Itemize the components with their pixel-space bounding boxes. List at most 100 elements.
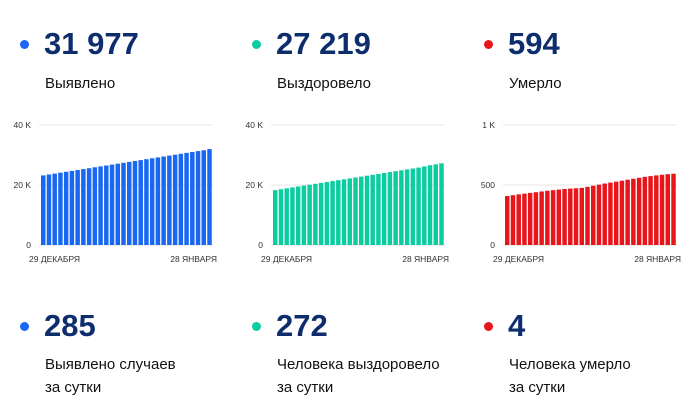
y-tick-label: 40 K xyxy=(14,120,32,130)
recovered-bar xyxy=(364,175,370,245)
recovered-bar xyxy=(273,190,278,245)
chart-recovered: 0 20 K 40 K 29 ДЕКАБРЯ 28 ЯНВАРЯ xyxy=(240,115,455,270)
recovered-bar xyxy=(341,179,347,245)
recovered-bar xyxy=(347,178,352,245)
deaths-daily-label-line2: за сутки xyxy=(509,379,566,396)
detected-daily-value: 285 xyxy=(44,308,96,343)
detected-bar xyxy=(109,164,115,245)
deaths-bar xyxy=(545,190,550,245)
recovered-bar xyxy=(416,167,421,245)
stat-deaths-daily: 4 Человека умерло за сутки xyxy=(482,308,700,412)
recovered-bar xyxy=(295,186,301,245)
deaths-bar xyxy=(619,180,625,245)
deaths-bar xyxy=(596,184,602,245)
deaths-bar xyxy=(648,176,653,245)
recovered-bar xyxy=(313,183,318,245)
recovered-bar xyxy=(381,173,387,245)
deaths-bar xyxy=(625,179,630,245)
deaths-bar xyxy=(613,181,619,245)
recovered-bar xyxy=(427,165,433,245)
detected-bar xyxy=(75,170,80,245)
detected-total-value: 31 977 xyxy=(44,26,139,61)
recovered-bar xyxy=(370,174,375,245)
y-tick-label: 20 K xyxy=(246,180,264,190)
x-end-label: 28 ЯНВАРЯ xyxy=(634,254,681,264)
deaths-daily-value: 4 xyxy=(508,308,526,343)
recovered-total-value: 27 219 xyxy=(276,26,371,61)
deaths-bar xyxy=(539,191,544,245)
deaths-bar xyxy=(527,192,533,245)
chart-detected-svg: 0 20 K 40 K 29 ДЕКАБРЯ 28 ЯНВАРЯ xyxy=(14,120,218,264)
chart-deaths: 0 500 1 K 29 ДЕКАБРЯ 28 ЯНВАРЯ xyxy=(472,115,687,270)
detected-daily-label-line2: за сутки xyxy=(45,379,102,396)
recovered-bar xyxy=(376,173,381,245)
deaths-bar xyxy=(516,194,521,245)
recovered-bar xyxy=(353,177,358,245)
stat-deaths-total: 594 Умерло xyxy=(482,28,700,98)
recovered-bar xyxy=(410,168,416,245)
recovered-bar xyxy=(330,181,335,245)
detected-bar xyxy=(155,157,161,245)
recovered-bar xyxy=(290,187,295,245)
recovered-bar xyxy=(422,166,427,245)
recovered-bar xyxy=(399,170,404,245)
detected-bar xyxy=(52,173,57,245)
detected-bar xyxy=(184,152,189,245)
detected-bar xyxy=(86,168,92,245)
x-end-label: 28 ЯНВАРЯ xyxy=(402,254,449,264)
detected-bar xyxy=(144,159,149,245)
deaths-bar xyxy=(654,175,659,245)
deaths-bar xyxy=(533,192,539,245)
deaths-dot-icon xyxy=(484,40,493,49)
deaths-total-label: Умерло xyxy=(509,75,562,92)
stat-recovered-total: 27 219 Выздоровело xyxy=(250,28,480,98)
detected-bar xyxy=(149,158,155,245)
y-tick-label: 40 K xyxy=(246,120,264,130)
deaths-bar xyxy=(522,193,527,245)
recovered-bar xyxy=(318,182,324,245)
x-start-label: 29 ДЕКАБРЯ xyxy=(261,254,312,264)
deaths-daily-dot-icon xyxy=(484,322,493,331)
detected-bar xyxy=(98,166,103,245)
stat-detected-daily: 285 Выявлено случаев за сутки xyxy=(18,308,248,412)
detected-bar xyxy=(92,167,98,245)
detected-bar xyxy=(201,150,206,245)
chart-detected: 0 20 K 40 K 29 ДЕКАБРЯ 28 ЯНВАРЯ xyxy=(8,115,223,270)
recovered-bar xyxy=(278,189,284,245)
recovered-daily-label-line1: Человека выздоровело xyxy=(277,356,440,373)
detected-bar xyxy=(127,161,132,245)
y-tick-label: 0 xyxy=(26,240,31,250)
chart-recovered-svg: 0 20 K 40 K 29 ДЕКАБРЯ 28 ЯНВАРЯ xyxy=(246,120,450,264)
recovered-bar xyxy=(393,171,398,245)
recovered-bar xyxy=(387,172,393,245)
detected-bar xyxy=(121,162,126,245)
y-tick-label: 500 xyxy=(481,180,495,190)
recovered-dot-icon xyxy=(252,40,261,49)
detected-bar xyxy=(81,169,86,245)
x-end-label: 28 ЯНВАРЯ xyxy=(170,254,217,264)
deaths-bar xyxy=(562,188,567,245)
detected-bar xyxy=(132,161,138,245)
recovered-bar xyxy=(439,163,444,245)
x-start-label: 29 ДЕКАБРЯ xyxy=(29,254,80,264)
deaths-bar xyxy=(550,190,556,245)
deaths-bar xyxy=(591,185,596,245)
recovered-bar xyxy=(404,169,410,245)
recovered-daily-dot-icon xyxy=(252,322,261,331)
recovered-total-label: Выздоровело xyxy=(277,75,372,92)
deaths-bar xyxy=(665,174,670,245)
detected-bar xyxy=(63,171,69,245)
detected-bar xyxy=(190,152,195,245)
recovered-bar xyxy=(336,180,341,245)
detected-bar xyxy=(41,175,46,245)
recovered-bar xyxy=(433,164,438,245)
detected-daily-dot-icon xyxy=(20,322,29,331)
deaths-bar xyxy=(671,173,676,245)
detected-bar xyxy=(138,160,143,245)
deaths-bar xyxy=(556,189,562,245)
deaths-bar xyxy=(636,177,642,245)
deaths-bar xyxy=(505,196,510,245)
detected-bar xyxy=(207,149,212,245)
detected-bar xyxy=(115,163,120,245)
detected-bar xyxy=(46,174,52,245)
